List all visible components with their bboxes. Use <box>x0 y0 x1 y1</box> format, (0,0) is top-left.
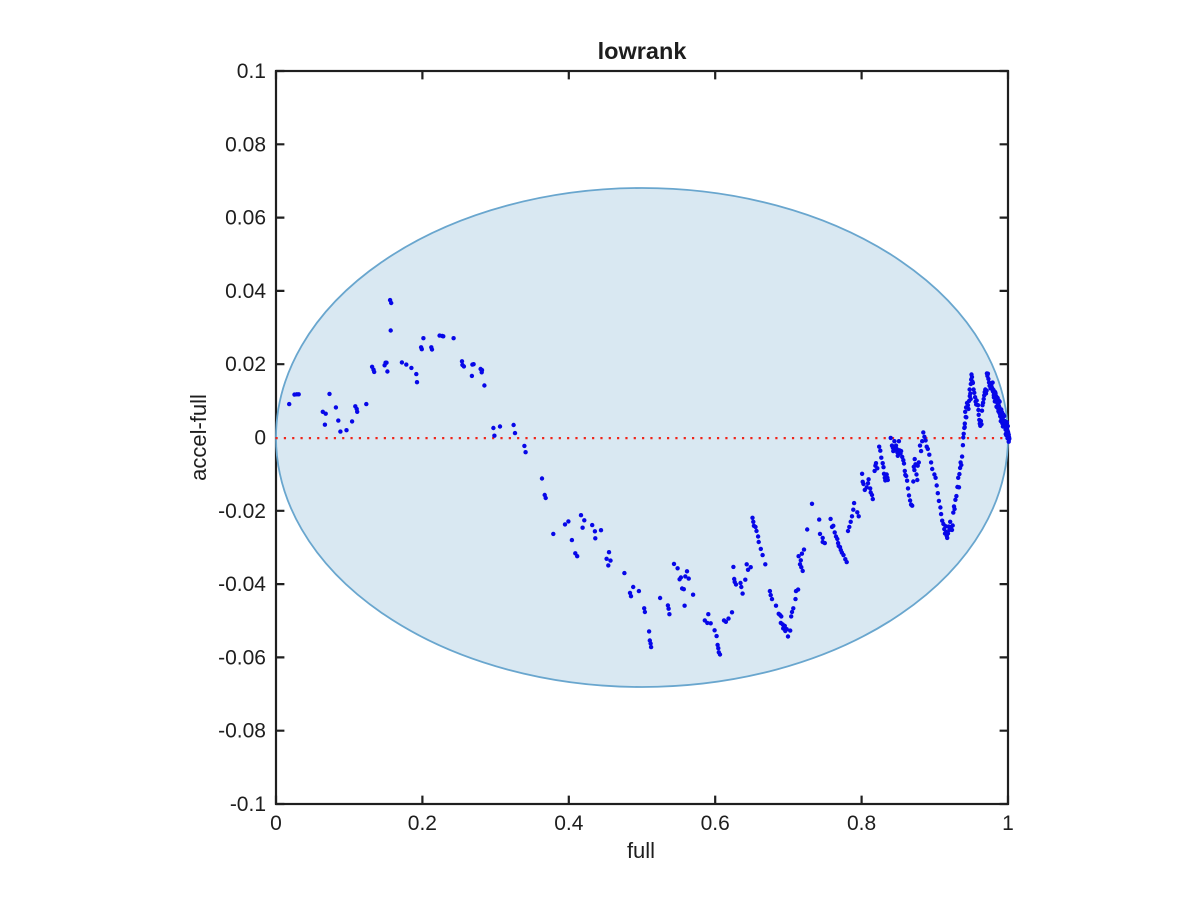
svg-text:-0.04: -0.04 <box>218 573 266 596</box>
svg-text:accel-full: accel-full <box>186 394 211 481</box>
svg-text:lowrank: lowrank <box>598 38 688 64</box>
svg-text:-0.08: -0.08 <box>218 720 266 743</box>
svg-text:0.6: 0.6 <box>701 812 730 835</box>
svg-text:0.02: 0.02 <box>225 353 266 376</box>
svg-text:0.1: 0.1 <box>237 60 266 83</box>
svg-text:-0.02: -0.02 <box>218 500 266 523</box>
svg-text:0.04: 0.04 <box>225 280 266 303</box>
svg-text:full: full <box>627 838 655 863</box>
svg-text:-0.06: -0.06 <box>218 646 266 669</box>
svg-text:1: 1 <box>1002 812 1014 835</box>
svg-text:0.8: 0.8 <box>847 812 876 835</box>
svg-text:0.4: 0.4 <box>554 812 584 835</box>
svg-text:0.2: 0.2 <box>408 812 437 835</box>
svg-text:-0.1: -0.1 <box>230 793 266 816</box>
svg-text:0: 0 <box>254 427 266 450</box>
svg-text:0: 0 <box>270 812 282 835</box>
svg-text:0.06: 0.06 <box>225 207 266 230</box>
svg-text:0.08: 0.08 <box>225 133 266 156</box>
